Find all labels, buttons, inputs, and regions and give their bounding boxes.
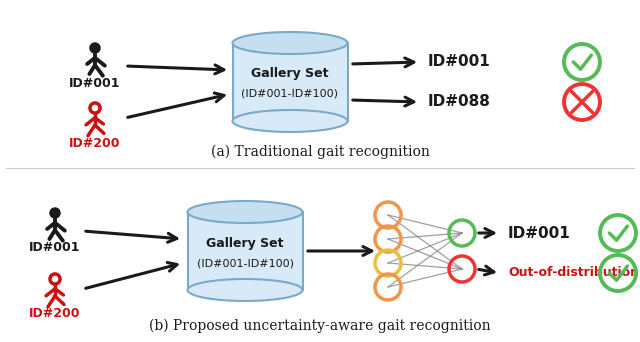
Text: (ID#001-ID#100): (ID#001-ID#100) <box>241 89 339 99</box>
Text: ID#200: ID#200 <box>29 307 81 320</box>
Text: Gallery Set: Gallery Set <box>206 237 284 250</box>
Ellipse shape <box>188 279 303 301</box>
Text: ID#001: ID#001 <box>428 54 491 69</box>
Text: ID#200: ID#200 <box>69 137 121 150</box>
Text: ID#001: ID#001 <box>508 225 571 240</box>
Text: ID#088: ID#088 <box>428 94 491 109</box>
Text: (b) Proposed uncertainty-aware gait recognition: (b) Proposed uncertainty-aware gait reco… <box>149 319 491 333</box>
Text: ID#001: ID#001 <box>29 241 81 254</box>
Circle shape <box>90 43 100 53</box>
Ellipse shape <box>232 32 348 54</box>
Circle shape <box>50 208 60 218</box>
Ellipse shape <box>188 201 303 223</box>
Text: Out-of-distribution: Out-of-distribution <box>508 266 639 279</box>
Text: ID#001: ID#001 <box>69 77 121 90</box>
Text: Gallery Set: Gallery Set <box>252 67 329 80</box>
Text: (a) Traditional gait recognition: (a) Traditional gait recognition <box>211 145 429 159</box>
Ellipse shape <box>232 110 348 132</box>
Bar <box>232 43 348 121</box>
Bar <box>188 212 303 290</box>
Text: (ID#001-ID#100): (ID#001-ID#100) <box>196 258 294 268</box>
